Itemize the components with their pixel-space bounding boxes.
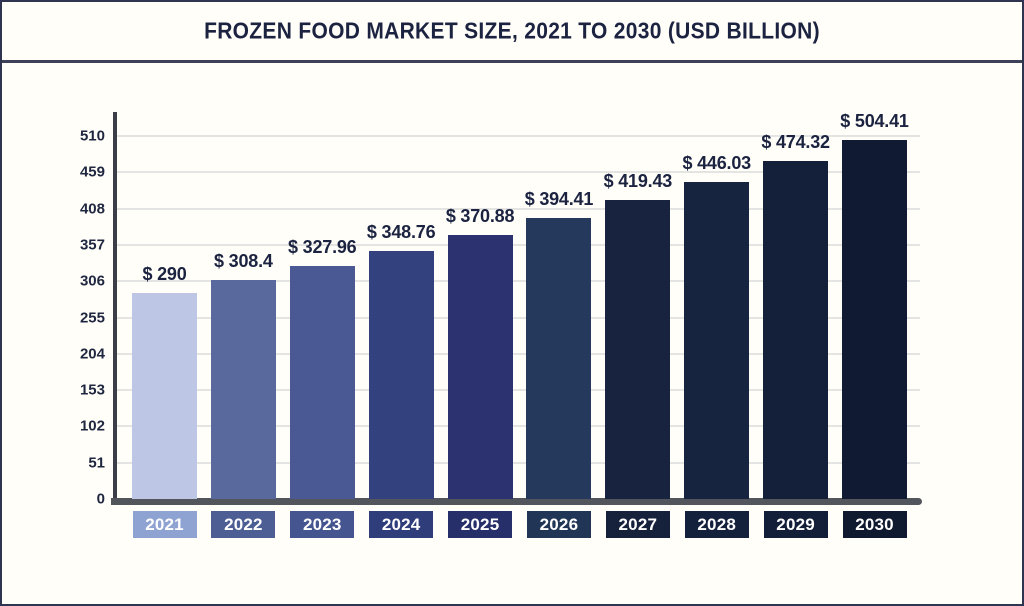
y-tick-label: 102 <box>79 417 105 435</box>
y-tick-label: 510 <box>79 127 105 145</box>
bar-2030 <box>842 139 907 499</box>
y-tick-label: 51 <box>88 454 105 472</box>
bar-value-label-2030: $ 504.41 <box>840 110 909 131</box>
y-axis-line <box>113 112 117 503</box>
gridline <box>117 316 920 319</box>
y-tick-label: 255 <box>79 309 105 326</box>
x-axis-line <box>111 498 922 505</box>
y-tick-label: 153 <box>79 381 105 399</box>
y-tick-label: 408 <box>79 200 105 218</box>
y-tick-label: 204 <box>79 345 105 363</box>
plot-area: $ 290 $ 308.4 $ 327.96 $ 348.76 $ 370.88 $ 39… <box>111 110 922 505</box>
gridline <box>117 389 920 392</box>
bar-value-label-2025: $ 370.88 <box>445 206 515 227</box>
gridline <box>117 243 920 246</box>
bar-value-label-2028: $ 446.03 <box>682 152 751 173</box>
bar-2023 <box>289 265 355 499</box>
y-tick-label: 306 <box>79 272 105 290</box>
chart-title: FROZEN FOOD MARKET SIZE, 2021 TO 2030 (U… <box>204 18 820 44</box>
gridline <box>117 425 920 428</box>
bar-2026 <box>526 218 592 499</box>
x-axis-label-2025: 2025 <box>448 511 513 538</box>
gridline <box>117 280 920 283</box>
bar-2028 <box>684 181 750 499</box>
gridline <box>117 461 920 464</box>
x-axis-label-2028: 2028 <box>684 511 749 538</box>
bar-value-label-2029: $ 474.32 <box>761 132 830 153</box>
bar-2021 <box>132 292 197 499</box>
y-tick-label: 0 <box>96 490 105 508</box>
bar-value-label-2023: $ 327.96 <box>288 236 357 257</box>
x-axis-label-2022: 2022 <box>211 511 276 538</box>
bar-value-label-2027: $ 419.43 <box>603 171 673 192</box>
x-axis-label-2021: 2021 <box>132 511 197 538</box>
bar-2029 <box>763 161 829 499</box>
bar-2024 <box>368 250 434 499</box>
x-axis-label-2026: 2026 <box>526 511 591 538</box>
gridline <box>117 207 920 210</box>
bar-value-label-2026: $ 394.41 <box>524 189 594 210</box>
bar-value-label-2021: $ 290 <box>142 263 187 284</box>
bar-value-label-2024: $ 348.76 <box>366 221 436 242</box>
x-axis-label-2027: 2027 <box>605 511 670 538</box>
chart-header: FROZEN FOOD MARKET SIZE, 2021 TO 2030 (U… <box>2 2 1022 61</box>
title-separator-line <box>2 60 1022 63</box>
x-axis-label-2029: 2029 <box>763 511 828 538</box>
y-tick-label: 357 <box>79 236 105 254</box>
gridline <box>117 171 920 174</box>
bar-2025 <box>447 235 513 499</box>
x-axis-label-2030: 2030 <box>842 511 907 538</box>
x-axis-label-2024: 2024 <box>369 511 434 538</box>
bar-value-label-2022: $ 308.4 <box>214 250 273 271</box>
y-tick-label: 459 <box>79 163 105 181</box>
gridline <box>117 135 920 137</box>
bar-2022 <box>210 279 276 499</box>
gridline <box>117 352 920 355</box>
y-axis: 0 51 102 153 204 255 306 357 408 459 510 <box>47 112 105 508</box>
bar-2027 <box>605 200 671 499</box>
x-axis-label-2023: 2023 <box>290 511 355 538</box>
